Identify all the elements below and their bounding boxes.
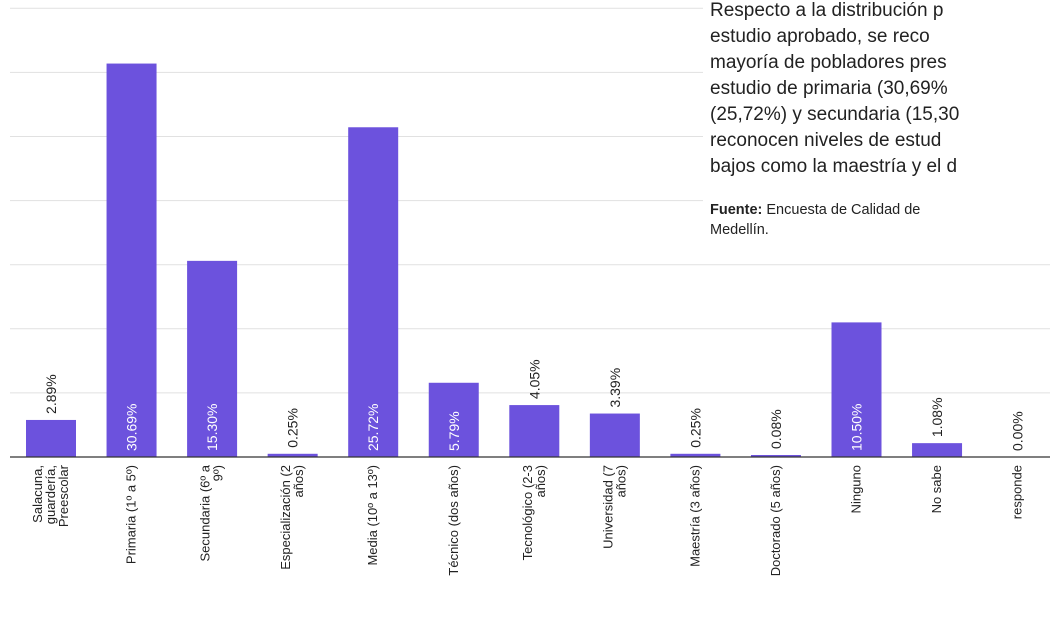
bar — [428, 382, 479, 457]
category-label: responde — [1010, 465, 1025, 519]
value-label: 3.39% — [607, 368, 623, 408]
value-label: 4.05% — [526, 359, 542, 399]
category-label: Especialización (2 — [278, 465, 293, 570]
paragraph-line: bajos como la maestría y el d — [710, 156, 958, 177]
bar — [106, 63, 157, 457]
category-label: Secundaria (6º a — [198, 464, 213, 561]
category-label: años) — [533, 465, 548, 498]
category-label: Tecnológico (2-3 — [520, 465, 535, 560]
bar — [509, 405, 560, 457]
category-label: Preescolar — [56, 464, 71, 527]
category-label: Maestría (3 años) — [687, 465, 702, 567]
paragraph-line: (25,72%) y secundaria (15,30 — [710, 104, 960, 125]
value-label: 0.00% — [1010, 411, 1026, 451]
category-label: Primaria (1º a 5º) — [124, 465, 139, 564]
value-label: 15.30% — [204, 404, 220, 451]
bar — [187, 260, 238, 457]
source-line: Medellín. — [710, 222, 769, 238]
source-line: Fuente: Encuesta de Calidad de — [710, 200, 1050, 220]
source-text: Encuesta de Calidad de — [766, 202, 921, 218]
text-panel: Respecto a la distribución p estudio apr… — [703, 0, 1050, 246]
source-note: Fuente: Encuesta de Calidad de Medellín. — [703, 190, 1050, 246]
bar — [831, 322, 882, 457]
bar — [750, 455, 801, 457]
value-label: 0.25% — [285, 408, 301, 448]
value-label: 5.79% — [446, 411, 462, 451]
source-label: Fuente: — [710, 202, 763, 218]
paragraph-line: Respecto a la distribución p — [710, 0, 944, 21]
category-label: Media (10º a 13º) — [365, 465, 380, 566]
category-label: No sabe — [929, 465, 944, 513]
value-label: 2.89% — [43, 374, 59, 414]
category-label: Técnico (dos años) — [446, 465, 461, 576]
paragraph: Respecto a la distribución p estudio apr… — [703, 0, 1050, 190]
value-label: 25.72% — [365, 404, 381, 451]
bar — [348, 127, 399, 458]
category-label: Doctorado (5 años) — [768, 465, 783, 576]
bar — [26, 419, 76, 457]
category-label: 9º) — [211, 465, 226, 481]
paragraph-line: estudio aprobado, se reco — [710, 26, 930, 47]
value-label: 10.50% — [849, 404, 865, 451]
bar — [912, 443, 963, 457]
bar — [670, 453, 721, 457]
category-label: Salacuna, — [30, 465, 45, 523]
paragraph-line: reconocen niveles de estud — [710, 130, 942, 151]
value-label: 0.08% — [768, 409, 784, 449]
category-label: Universidad (7 — [600, 465, 615, 549]
bar — [589, 413, 640, 457]
category-label: Ninguno — [849, 465, 864, 513]
paragraph-line: estudio de primaria (30,69% — [710, 78, 948, 99]
bar — [267, 453, 318, 457]
value-label: 0.25% — [687, 408, 703, 448]
value-label: 1.08% — [929, 397, 945, 437]
category-label: años) — [291, 465, 306, 498]
value-label: 30.69% — [124, 404, 140, 451]
category-label: años) — [613, 465, 628, 498]
paragraph-line: mayoría de pobladores pres — [710, 52, 947, 73]
category-label: guardería, — [43, 465, 58, 524]
